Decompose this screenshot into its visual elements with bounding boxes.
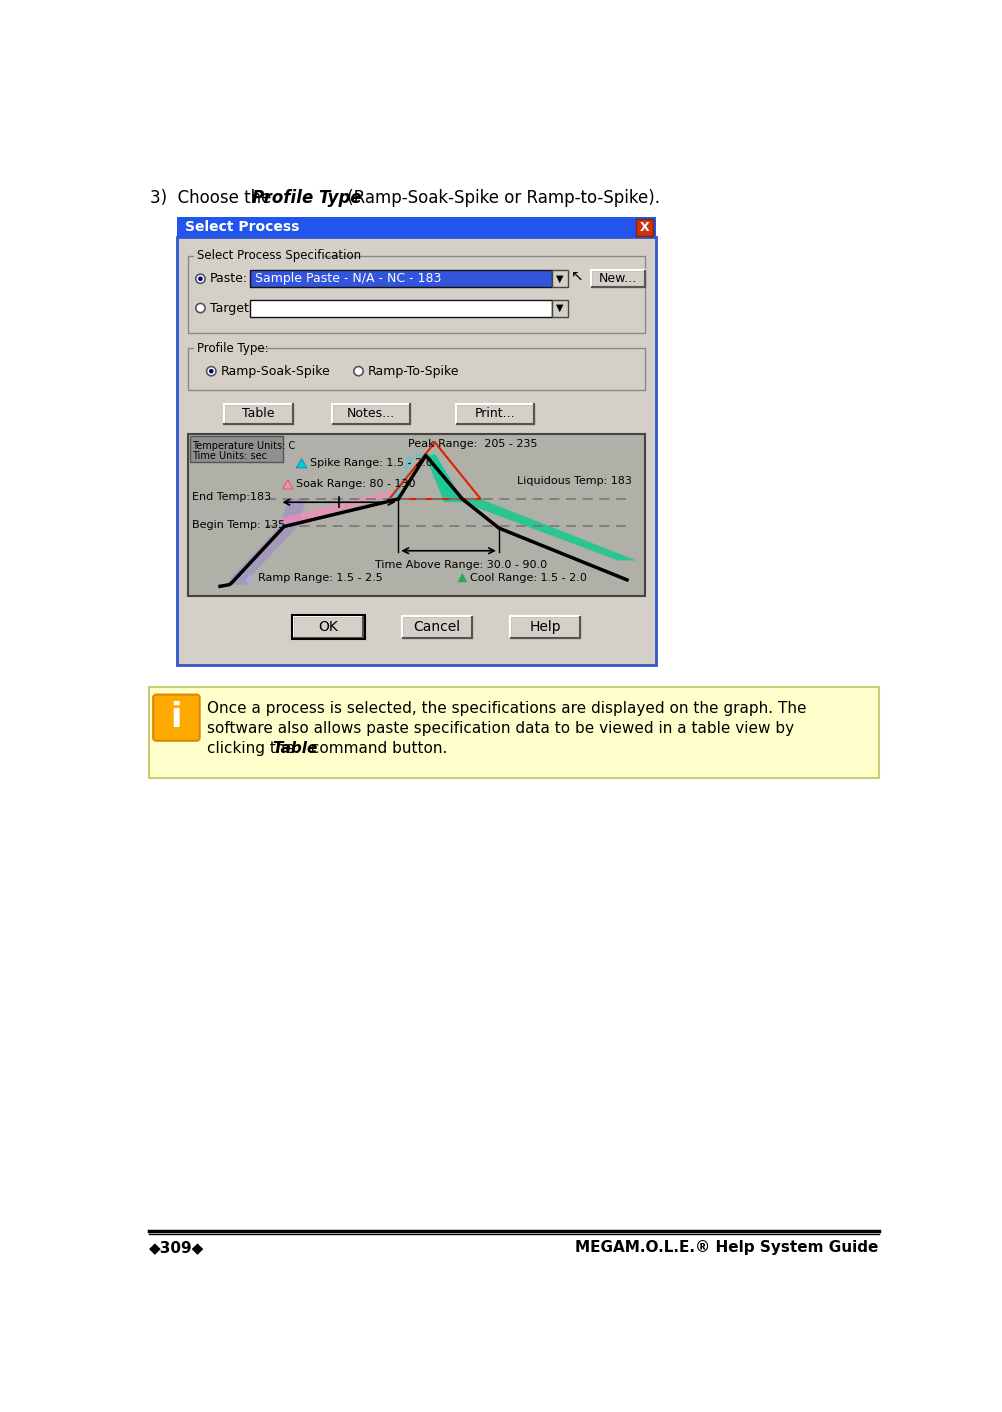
Bar xyxy=(189,436,283,462)
Polygon shape xyxy=(297,459,307,467)
Bar xyxy=(636,219,653,236)
Bar xyxy=(591,270,645,287)
Bar xyxy=(456,404,534,424)
Text: Profile Type:: Profile Type: xyxy=(197,342,269,354)
Polygon shape xyxy=(280,491,408,527)
Circle shape xyxy=(195,274,205,284)
Circle shape xyxy=(354,367,363,376)
Circle shape xyxy=(198,277,202,281)
Polygon shape xyxy=(283,480,294,489)
Text: clicking the: clicking the xyxy=(206,741,300,755)
Text: ↖: ↖ xyxy=(571,268,583,284)
Bar xyxy=(188,435,645,596)
Text: Ramp-To-Spike: Ramp-To-Spike xyxy=(368,364,459,377)
Text: ▼: ▼ xyxy=(556,274,564,284)
Text: Ramp-Soak-Spike: Ramp-Soak-Spike xyxy=(220,364,331,377)
Text: Begin Temp: 135: Begin Temp: 135 xyxy=(192,520,285,530)
Text: MEGAM.O.L.E.® Help System Guide: MEGAM.O.L.E.® Help System Guide xyxy=(575,1240,879,1255)
Text: Liquidous Temp: 183: Liquidous Temp: 183 xyxy=(517,476,632,486)
Text: Time Above Range: 30.0 - 90.0: Time Above Range: 30.0 - 90.0 xyxy=(376,561,548,570)
Bar xyxy=(148,686,879,778)
Polygon shape xyxy=(245,573,255,582)
Bar xyxy=(188,349,645,390)
Bar xyxy=(177,217,656,237)
Text: Profile Type: Profile Type xyxy=(252,189,361,206)
Bar xyxy=(188,256,645,333)
Text: Once a process is selected, the specifications are displayed on the graph. The: Once a process is selected, the specific… xyxy=(206,700,807,716)
Circle shape xyxy=(209,369,213,374)
Text: (Ramp-Soak-Spike or Ramp-to-Spike).: (Ramp-Soak-Spike or Ramp-to-Spike). xyxy=(343,189,660,206)
Bar xyxy=(223,404,294,424)
Text: Select Process Specification: Select Process Specification xyxy=(197,249,362,263)
FancyBboxPatch shape xyxy=(153,695,199,741)
Text: Soak Range: 80 - 130: Soak Range: 80 - 130 xyxy=(297,479,416,490)
Bar xyxy=(402,616,472,638)
Text: Table: Table xyxy=(273,741,318,755)
Bar xyxy=(177,237,656,665)
Bar xyxy=(194,251,325,261)
Text: ▼: ▼ xyxy=(556,304,564,313)
Polygon shape xyxy=(458,573,467,582)
Bar xyxy=(250,270,552,287)
Text: ◆309◆: ◆309◆ xyxy=(148,1240,203,1255)
Text: command button.: command button. xyxy=(306,741,447,755)
Bar xyxy=(250,299,552,316)
Text: End Temp:183: End Temp:183 xyxy=(192,493,271,503)
Polygon shape xyxy=(426,453,636,561)
Polygon shape xyxy=(229,498,307,585)
Text: Table: Table xyxy=(242,407,275,419)
Text: X: X xyxy=(639,220,649,234)
Circle shape xyxy=(206,367,215,376)
Text: 3)  Choose the: 3) Choose the xyxy=(150,189,277,206)
Bar xyxy=(194,343,257,354)
Text: Help: Help xyxy=(529,620,561,634)
Text: Temperature Units: C: Temperature Units: C xyxy=(192,441,296,452)
Text: Cancel: Cancel xyxy=(413,620,460,634)
Bar xyxy=(510,616,580,638)
Bar xyxy=(292,614,365,640)
Bar xyxy=(333,404,410,424)
Text: Spike Range: 1.5 - 2.0: Spike Range: 1.5 - 2.0 xyxy=(310,459,433,469)
Bar xyxy=(552,270,568,287)
Text: software also allows paste specification data to be viewed in a table view by: software also allows paste specification… xyxy=(206,720,794,736)
Text: Peak Range:  205 - 235: Peak Range: 205 - 235 xyxy=(408,439,537,449)
Text: Time Units: sec: Time Units: sec xyxy=(192,452,267,462)
Text: Paste:: Paste: xyxy=(209,273,247,285)
Text: Sample Paste - N/A - NC - 183: Sample Paste - N/A - NC - 183 xyxy=(255,273,441,285)
Bar xyxy=(552,299,568,316)
Text: New...: New... xyxy=(599,273,637,285)
Text: Print...: Print... xyxy=(475,407,515,419)
Text: OK: OK xyxy=(319,620,339,634)
Polygon shape xyxy=(389,453,462,498)
Text: i: i xyxy=(170,702,182,734)
Bar xyxy=(294,616,363,638)
Text: Select Process: Select Process xyxy=(185,220,300,234)
Text: Target 10:: Target 10: xyxy=(209,302,273,315)
Circle shape xyxy=(195,304,205,312)
Text: Ramp Range: 1.5 - 2.5: Ramp Range: 1.5 - 2.5 xyxy=(258,573,382,583)
Text: Cool Range: 1.5 - 2.0: Cool Range: 1.5 - 2.0 xyxy=(470,573,587,583)
Text: Notes...: Notes... xyxy=(347,407,395,419)
